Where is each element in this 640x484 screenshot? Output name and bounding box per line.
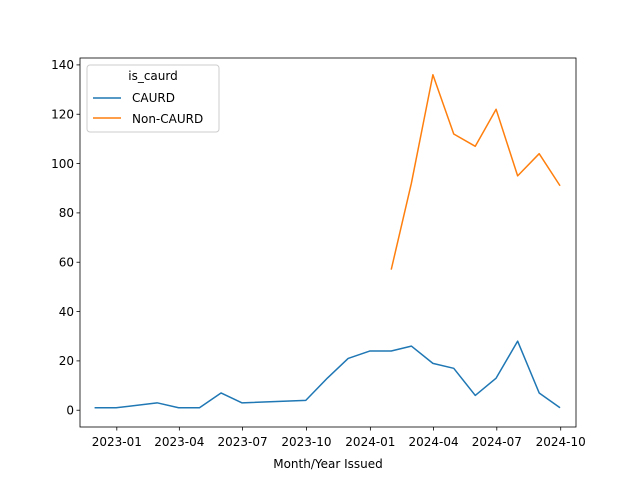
legend-label-non-caurd: Non-CAURD [132, 112, 203, 126]
x-axis-ticks: 2023-01 2023-04 2023-07 2023-10 2024-01 2024-… [92, 427, 586, 449]
y-tick-label: 0 [66, 403, 74, 417]
y-tick-label: 120 [51, 107, 74, 121]
x-tick-label: 2023-01 [92, 435, 142, 449]
legend-title: is_caurd [128, 69, 177, 83]
y-tick-label: 100 [51, 157, 74, 171]
legend: is_caurd CAURD Non-CAURD [87, 65, 219, 132]
y-tick-label: 40 [59, 305, 74, 319]
x-axis-label: Month/Year Issued [273, 457, 383, 471]
series-line-non-caurd [391, 75, 560, 270]
x-tick-label: 2024-01 [345, 435, 395, 449]
y-tick-label: 60 [59, 255, 74, 269]
x-tick-label: 2024-07 [472, 435, 522, 449]
y-tick-label: 140 [51, 58, 74, 72]
legend-label-caurd: CAURD [132, 91, 175, 105]
x-tick-label: 2023-10 [281, 435, 331, 449]
y-axis-ticks: 0 20 40 60 80 100 120 140 [51, 58, 80, 417]
series-line-caurd [95, 341, 560, 408]
y-tick-label: 20 [59, 354, 74, 368]
y-tick-label: 80 [59, 206, 74, 220]
x-tick-label: 2023-07 [217, 435, 267, 449]
x-tick-label: 2023-04 [154, 435, 204, 449]
x-tick-label: 2024-10 [536, 435, 586, 449]
x-tick-label: 2024-04 [409, 435, 459, 449]
